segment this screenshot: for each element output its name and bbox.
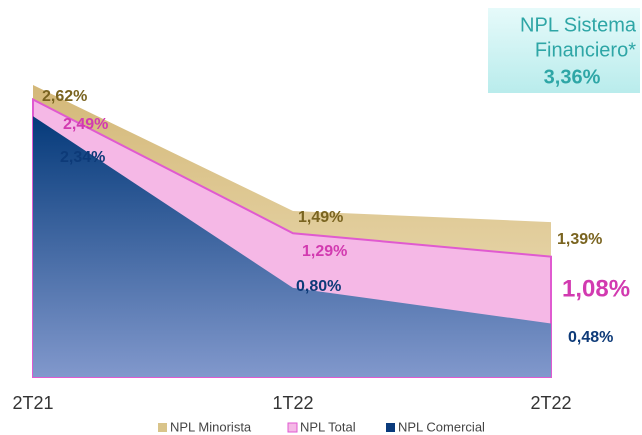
legend-label: NPL Total [300,419,356,434]
data-label: 1,29% [302,243,347,260]
x-tick-label: 1T22 [272,393,313,413]
annotation-value: 3,36% [544,66,601,88]
legend-label: NPL Comercial [398,419,485,434]
x-tick-label: 2T22 [530,393,571,413]
data-label: 0,80% [296,278,341,295]
legend-swatch [386,423,395,432]
data-label: 0,48% [568,329,613,346]
annotation-text: NPL Sistema [520,14,637,36]
data-label: 1,08% [562,275,630,302]
legend-swatch [287,422,298,433]
data-label: 2,62% [42,88,87,105]
data-label: 2,49% [63,116,108,133]
data-label: 1,39% [557,231,602,248]
area [33,116,551,377]
data-label: 1,49% [298,209,343,226]
data-label: 2,34% [60,149,105,166]
annotation-text: Financiero* [535,39,636,61]
legend-swatch [158,423,167,432]
x-tick-label: 2T21 [12,393,53,413]
legend-label: NPL Minorista [170,419,252,434]
annotation-box [488,8,640,93]
